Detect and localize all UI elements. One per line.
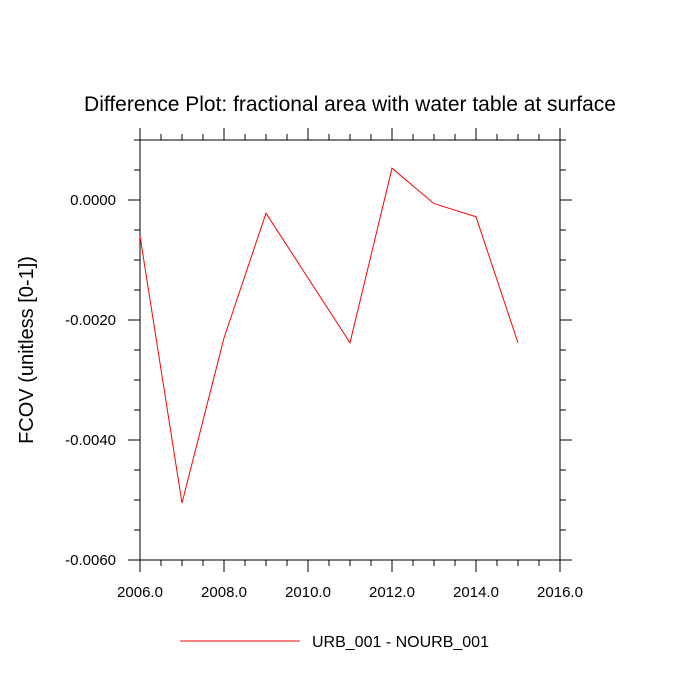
y-tick-label: -0.0040 [65,432,116,449]
legend-label: URB_001 - NOURB_001 [312,634,489,651]
plot-frame [139,139,561,561]
x-tick-label: 2016.0 [537,584,583,601]
x-tick-label: 2008.0 [201,584,247,601]
x-tick-labels: 2006.0 2008.0 2010.0 2012.0 2014.0 2016.0 [117,584,583,601]
x-tick-label: 2012.0 [369,584,415,601]
y-tick-label: -0.0020 [65,312,116,329]
axis-ticks [128,128,572,572]
x-tick-label: 2010.0 [285,584,331,601]
chart-title: Difference Plot: fractional area with wa… [84,93,616,116]
y-axis-label: FCOV (unitless [0-1]) [16,256,38,444]
legend: URB_001 - NOURB_001 [180,634,489,651]
series-line [139,167,519,504]
y-tick-labels: 0.0000 -0.0020 -0.0040 -0.0060 [65,192,116,569]
y-tick-label: -0.0060 [65,552,116,569]
y-tick-label: 0.0000 [70,192,116,209]
x-tick-label: 2006.0 [117,584,163,601]
series-group [139,167,519,504]
x-tick-label: 2014.0 [453,584,499,601]
